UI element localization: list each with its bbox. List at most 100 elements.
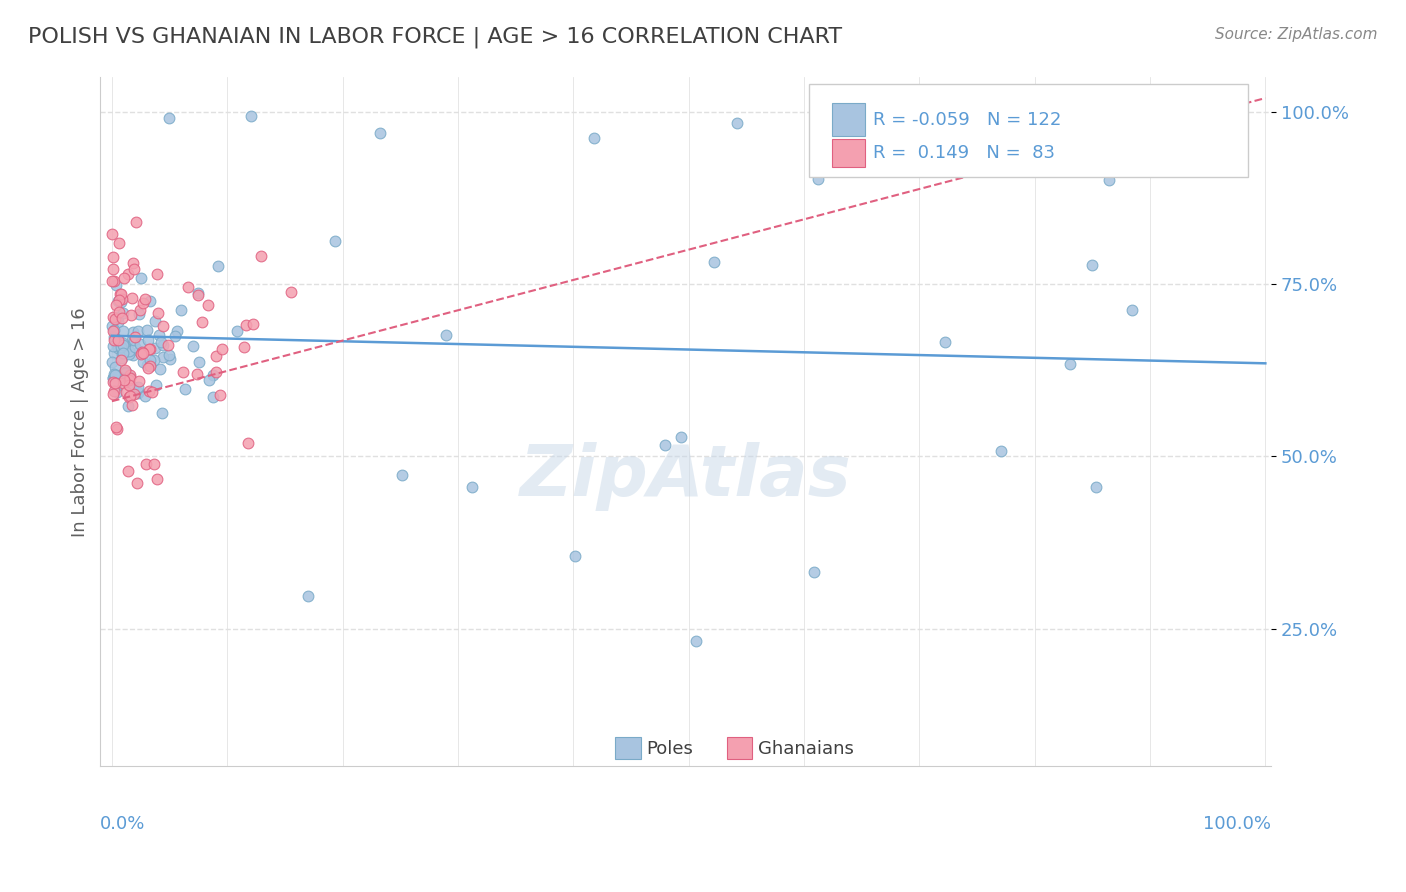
Point bbox=[201, 390, 224, 404]
Point bbox=[146, 267, 169, 281]
Point bbox=[157, 111, 180, 125]
Point bbox=[117, 344, 139, 359]
Point bbox=[110, 352, 132, 367]
Point bbox=[128, 344, 150, 359]
Point bbox=[461, 480, 484, 494]
Point bbox=[121, 326, 143, 340]
Point bbox=[250, 249, 273, 263]
Point bbox=[103, 384, 125, 398]
Point bbox=[152, 318, 174, 333]
Point bbox=[107, 304, 129, 318]
Point bbox=[128, 303, 150, 318]
Point bbox=[280, 285, 302, 299]
Point bbox=[170, 303, 193, 318]
Point bbox=[145, 472, 167, 486]
Point bbox=[201, 368, 224, 383]
Point bbox=[129, 271, 152, 285]
Text: 100.0%: 100.0% bbox=[1204, 814, 1271, 832]
Point bbox=[177, 280, 200, 294]
Text: ZipAtlas: ZipAtlas bbox=[520, 442, 852, 511]
Point bbox=[117, 464, 139, 478]
Point bbox=[134, 292, 156, 306]
Point bbox=[114, 370, 136, 384]
Point bbox=[103, 373, 125, 387]
Point bbox=[148, 306, 170, 320]
Point bbox=[107, 422, 129, 436]
Point bbox=[205, 365, 228, 379]
Point bbox=[103, 346, 125, 360]
Point bbox=[297, 589, 319, 603]
Point bbox=[108, 287, 131, 301]
Point bbox=[103, 339, 125, 353]
Text: Ghanaians: Ghanaians bbox=[758, 740, 855, 758]
Point bbox=[114, 366, 136, 380]
Point bbox=[125, 215, 148, 229]
Point bbox=[112, 336, 135, 351]
Text: Source: ZipAtlas.com: Source: ZipAtlas.com bbox=[1215, 27, 1378, 42]
Point bbox=[131, 345, 153, 359]
Point bbox=[187, 288, 209, 302]
FancyBboxPatch shape bbox=[832, 139, 865, 167]
Point bbox=[112, 338, 135, 352]
Point bbox=[104, 368, 127, 383]
Point bbox=[1085, 480, 1108, 494]
Point bbox=[108, 293, 131, 307]
Point bbox=[105, 379, 128, 393]
Point bbox=[101, 387, 124, 401]
Point bbox=[235, 318, 257, 332]
Point bbox=[986, 159, 1008, 173]
Point bbox=[101, 324, 124, 338]
Point bbox=[187, 285, 209, 300]
Point bbox=[134, 389, 156, 403]
Point bbox=[225, 324, 247, 338]
Point bbox=[564, 549, 586, 563]
Point bbox=[120, 389, 142, 403]
FancyBboxPatch shape bbox=[808, 85, 1247, 178]
Point bbox=[143, 352, 166, 367]
Point bbox=[127, 384, 149, 399]
Point bbox=[939, 124, 962, 138]
Point bbox=[120, 308, 142, 322]
Point bbox=[159, 352, 181, 367]
Point bbox=[125, 475, 148, 490]
Point bbox=[101, 274, 124, 288]
Point bbox=[103, 332, 125, 346]
Point bbox=[107, 368, 129, 383]
Point bbox=[114, 365, 136, 379]
Point bbox=[107, 310, 129, 324]
Point bbox=[991, 96, 1014, 111]
Point bbox=[111, 339, 134, 353]
Point bbox=[110, 368, 132, 382]
Point bbox=[132, 296, 155, 310]
Point bbox=[105, 339, 128, 353]
Point bbox=[114, 337, 136, 351]
Point bbox=[118, 390, 141, 404]
Point bbox=[105, 384, 128, 399]
Point bbox=[114, 373, 136, 387]
Point bbox=[725, 116, 748, 130]
Point bbox=[1097, 173, 1119, 187]
Point bbox=[124, 333, 146, 347]
Point bbox=[105, 420, 128, 434]
Point bbox=[157, 338, 180, 352]
Point bbox=[150, 406, 173, 420]
Point bbox=[323, 234, 346, 248]
Point bbox=[101, 375, 124, 389]
Point bbox=[138, 342, 160, 356]
Point bbox=[121, 398, 143, 412]
Text: Poles: Poles bbox=[645, 740, 693, 758]
Point bbox=[138, 360, 160, 375]
Point bbox=[207, 259, 229, 273]
Point bbox=[139, 342, 162, 356]
Point bbox=[669, 430, 692, 444]
Point bbox=[104, 311, 127, 326]
Point bbox=[110, 294, 132, 309]
Point bbox=[181, 339, 204, 353]
Point bbox=[142, 457, 165, 471]
Text: 0.0%: 0.0% bbox=[100, 814, 146, 832]
Point bbox=[115, 384, 138, 399]
Point bbox=[118, 347, 141, 361]
Point bbox=[127, 324, 149, 338]
Point bbox=[107, 314, 129, 328]
Point bbox=[103, 274, 125, 288]
